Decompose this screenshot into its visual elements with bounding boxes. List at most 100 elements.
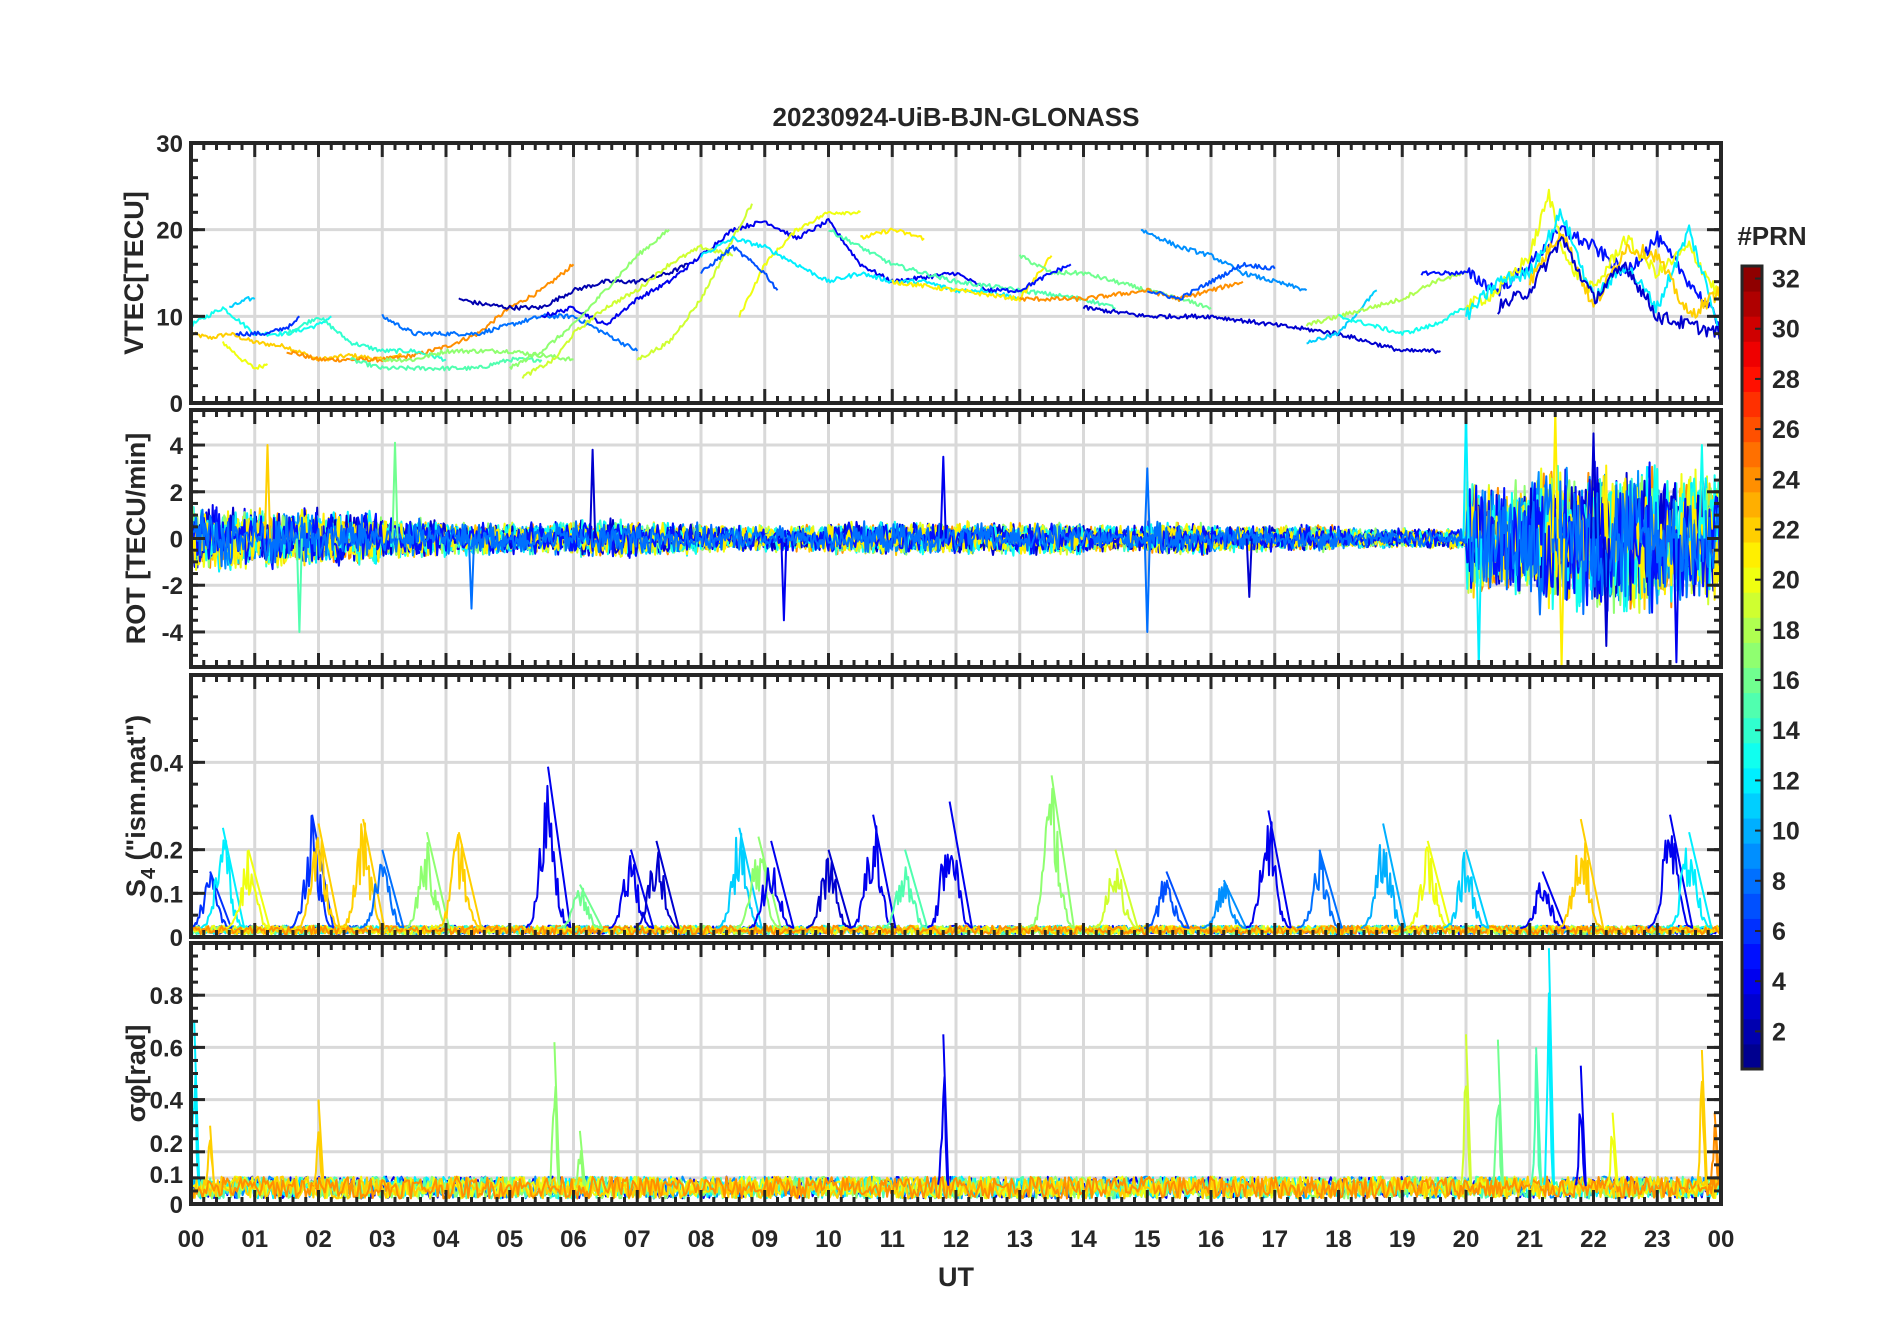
vtec-series-prn-14 bbox=[285, 316, 447, 362]
y-axis-label: σφ[rad] bbox=[121, 1025, 151, 1123]
colorbar-level-21 bbox=[1742, 542, 1762, 568]
vtec-series-prn-15 bbox=[828, 229, 1117, 311]
y-axis-label: S4 ("ism.mat") bbox=[121, 715, 160, 897]
colorbar-level-12 bbox=[1742, 767, 1762, 794]
sigma-burst bbox=[1542, 948, 1555, 1186]
x-tick-label: 14 bbox=[1070, 1226, 1097, 1253]
colorbar-level-2 bbox=[1742, 1018, 1762, 1045]
s4-burst bbox=[1647, 814, 1694, 929]
panel-sigma: 0 0.1 0.2 0.4 0.6 0.8 σφ[rad] bbox=[121, 941, 1723, 1219]
s4-burst bbox=[289, 814, 335, 929]
vtec-series-prn-8 bbox=[381, 313, 639, 352]
x-tick-label: 12 bbox=[943, 1226, 970, 1253]
rot-spike bbox=[467, 538, 476, 610]
s4-burst bbox=[748, 840, 795, 929]
vtec-series-prn-21 bbox=[891, 255, 1053, 302]
colorbar-tick-label: 18 bbox=[1772, 617, 1800, 645]
y-tick-label: -2 bbox=[162, 573, 183, 600]
x-tick-label: 02 bbox=[305, 1226, 332, 1253]
s4-burst bbox=[525, 766, 572, 929]
x-tick-label: 11 bbox=[880, 1226, 905, 1253]
panel-rot: -4 -2 0 2 4 ROT [TECU/min] bbox=[121, 408, 1723, 669]
rot-spike bbox=[780, 538, 788, 622]
vtec-series-prn-7 bbox=[700, 244, 779, 291]
y-tick-label: 0.6 bbox=[150, 1035, 183, 1062]
colorbar-level-30 bbox=[1742, 316, 1762, 342]
colorbar-tick-label: 2 bbox=[1772, 1018, 1786, 1046]
y-tick-label: 10 bbox=[156, 304, 183, 331]
y-tick-label: 0.4 bbox=[150, 1088, 184, 1115]
y-tick-label: 4 bbox=[170, 433, 184, 460]
colorbar-level-24 bbox=[1742, 466, 1762, 493]
s4-burst bbox=[1296, 849, 1343, 929]
colorbar-tick-label: 30 bbox=[1772, 316, 1800, 344]
colorbar-level-7 bbox=[1742, 893, 1762, 919]
s4-burst bbox=[633, 840, 680, 929]
colorbar-tick-label: 12 bbox=[1772, 767, 1800, 795]
s4-burst bbox=[735, 836, 782, 929]
s4-burst bbox=[340, 818, 386, 929]
vtec-series-prn-3 bbox=[1082, 304, 1441, 355]
colorbar-tick-label: 24 bbox=[1772, 466, 1800, 494]
s4-burst bbox=[404, 831, 451, 929]
y-tick-label: 0.2 bbox=[150, 838, 183, 865]
colorbar-level-20 bbox=[1742, 567, 1762, 593]
colorbar-level-4 bbox=[1742, 968, 1762, 995]
colorbar-level-9 bbox=[1742, 843, 1762, 869]
s4-burst bbox=[359, 849, 405, 929]
y-label-rest: ("ism.mat") bbox=[121, 715, 151, 868]
s4-burst bbox=[225, 849, 271, 929]
colorbar-level-14 bbox=[1742, 717, 1762, 744]
x-tick-label: 00 bbox=[1708, 1226, 1735, 1253]
rot-spike bbox=[1672, 538, 1680, 664]
s4-burst bbox=[436, 831, 483, 929]
colorbar-level-18 bbox=[1742, 617, 1762, 643]
x-tick-label: 22 bbox=[1580, 1226, 1607, 1253]
sigma-burst bbox=[312, 1099, 325, 1187]
s4-burst bbox=[1443, 849, 1490, 929]
x-tick-label: 23 bbox=[1644, 1226, 1671, 1253]
vtec-series-prn-21 bbox=[860, 227, 925, 241]
x-tick-label: 00 bbox=[178, 1226, 205, 1253]
rot-spike bbox=[1245, 538, 1253, 598]
vtec-series-prn-15 bbox=[349, 356, 543, 372]
x-tick-label: 08 bbox=[688, 1226, 715, 1253]
s4-burst bbox=[1405, 840, 1452, 929]
x-tick-label: 16 bbox=[1198, 1226, 1225, 1253]
colorbar-tick-label: 10 bbox=[1772, 818, 1800, 846]
y-tick-label: 0.8 bbox=[150, 983, 183, 1010]
colorbar-tick-label: 8 bbox=[1772, 868, 1786, 896]
vtec-series-prn-3 bbox=[1497, 236, 1721, 340]
x-axis-label: UT bbox=[938, 1262, 974, 1292]
rot-spike bbox=[391, 441, 399, 539]
rot-spike bbox=[1143, 538, 1151, 633]
colorbar-level-17 bbox=[1742, 642, 1762, 668]
x-tick-label: 17 bbox=[1261, 1226, 1288, 1253]
x-tick-label: 15 bbox=[1134, 1226, 1161, 1253]
y-axis-label: ROT [TECU/min] bbox=[121, 433, 151, 644]
s4-burst bbox=[557, 884, 604, 930]
s4-burst bbox=[608, 849, 655, 929]
rot-spike bbox=[1602, 538, 1610, 647]
vtec-series-prn-18 bbox=[1305, 270, 1467, 327]
y-tick-label: 0.1 bbox=[150, 1162, 183, 1189]
colorbar-level-32 bbox=[1742, 266, 1762, 292]
s4-burst bbox=[1028, 775, 1075, 929]
chart-title: 20230924-UiB-BJN-GLONASS bbox=[772, 102, 1139, 132]
colorbar-tick-label: 28 bbox=[1772, 366, 1800, 394]
s4-burst bbox=[1558, 818, 1605, 929]
sigma-burst bbox=[1491, 1039, 1504, 1187]
y-tick-label: 0 bbox=[170, 925, 183, 952]
vtec-series-prn-11 bbox=[228, 296, 256, 308]
sigma-burst bbox=[1530, 1047, 1543, 1186]
s4-burst bbox=[1092, 849, 1139, 929]
y-label-subscript: 4 bbox=[138, 867, 160, 879]
colorbar-level-5 bbox=[1742, 943, 1762, 970]
panel-vtec: 0 10 20 30 VTEC[TECU] bbox=[119, 131, 1723, 418]
s4-burst bbox=[1245, 810, 1292, 929]
rot-spike bbox=[263, 444, 272, 539]
colorbar-tick-label: 20 bbox=[1772, 567, 1800, 595]
colorbar-level-22 bbox=[1742, 516, 1762, 543]
x-tick-label: 09 bbox=[751, 1226, 778, 1253]
